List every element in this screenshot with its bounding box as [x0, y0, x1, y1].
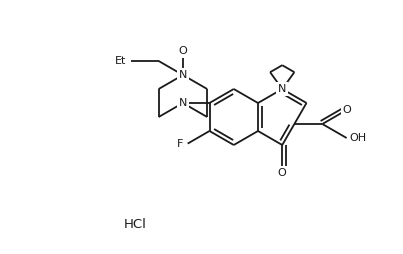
Text: O: O [342, 105, 351, 115]
Text: HCl: HCl [124, 218, 146, 231]
Text: F: F [177, 139, 184, 149]
Text: N: N [179, 98, 187, 108]
Text: N: N [179, 70, 187, 80]
Text: OH: OH [350, 133, 367, 143]
Text: O: O [179, 46, 187, 56]
Text: Et: Et [115, 56, 127, 66]
Text: N: N [278, 84, 287, 94]
Text: O: O [278, 168, 287, 178]
